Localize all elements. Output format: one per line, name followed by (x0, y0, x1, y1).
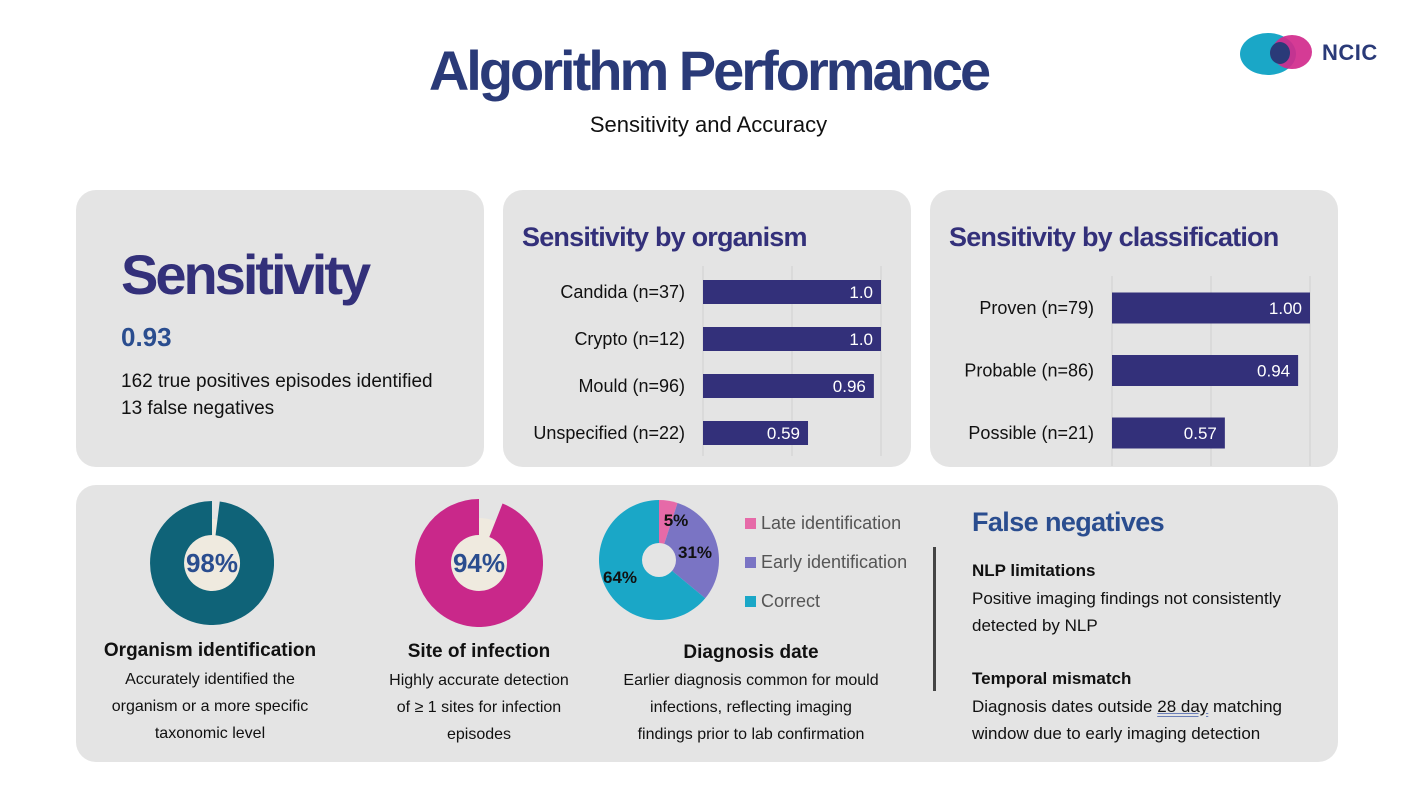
true-positives-text: 162 true positives episodes identified (121, 371, 433, 392)
organism-bar-chart: Candida (n=37) 1.0 Crypto (n=12) 1.0 Mould (… (533, 266, 882, 456)
bar (703, 280, 881, 304)
bar-value-label: 0.59 (767, 424, 800, 443)
temporal-mismatch-title: Temporal mismatch (972, 669, 1132, 688)
sensitivity-by-classification-card: Sensitivity by classification Proven (n=… (930, 190, 1338, 467)
bar-category-label: Probable (n=86) (964, 361, 1094, 381)
bar-category-label: Unspecified (n=22) (533, 423, 685, 443)
logo-text: NCIC (1322, 40, 1378, 65)
pie-label-early: 31% (678, 543, 712, 562)
sensitivity-value: 0.93 (121, 322, 172, 352)
bar (703, 327, 881, 351)
diagnosis-date-title: Diagnosis date (683, 642, 819, 663)
organism-identification-title: Organism identification (103, 640, 317, 661)
pie-label-late: 5% (664, 511, 689, 530)
bar (703, 374, 874, 398)
diagnosis-date-pie: 5% 31% 64% (599, 500, 719, 620)
diagnosis-date-desc: Earlier diagnosis common for mould infec… (623, 672, 879, 743)
site-of-infection-percent: 94% (453, 548, 505, 578)
classification-bar-chart: Proven (n=79) 1.00 Probable (n=86) 0.94 Poss… (964, 276, 1311, 466)
legend-late-identification: Late identification (745, 513, 901, 534)
nlp-limitations-title: NLP limitations (972, 561, 1096, 580)
donut-arc (150, 501, 274, 625)
28-day-link[interactable]: 28 day (1157, 697, 1209, 716)
organism-identification-desc: Accurately identified the organism or a … (111, 671, 309, 742)
sensitivity-card: Sensitivity 0.93 162 true positives epis… (76, 190, 484, 467)
pie-slice (659, 502, 719, 599)
bar-value-label: 1.0 (849, 330, 873, 349)
nlp-limitations-text: Positive imaging findings not consistent… (972, 589, 1281, 635)
bar-category-label: Candida (n=37) (560, 282, 685, 302)
logo-mark-icon (1240, 33, 1312, 75)
section-divider (933, 547, 936, 691)
bar-category-label: Possible (n=21) (968, 423, 1094, 443)
legend-early-identification: Early identification (745, 552, 907, 573)
ncic-logo: NCIC (1238, 30, 1388, 78)
accuracy-card: 98% Organism identification Accurately i… (76, 485, 1338, 762)
classification-chart-title: Sensitivity by classification (949, 222, 1279, 252)
site-of-infection-donut: 94% (415, 499, 543, 627)
organism-identification-donut: 98% (150, 501, 274, 625)
bar-category-label: Crypto (n=12) (574, 329, 685, 349)
bar (1112, 355, 1299, 386)
sensitivity-heading: Sensitivity (121, 243, 371, 306)
legend-swatch (745, 595, 756, 607)
bar-category-label: Proven (n=79) (979, 298, 1094, 318)
organism-chart-title: Sensitivity by organism (522, 222, 808, 252)
donut-arc (415, 499, 543, 627)
pie-label-correct: 64% (603, 568, 637, 587)
false-negatives-count-text: 13 false negatives (121, 398, 275, 419)
pie-hole (642, 543, 676, 577)
bar-value-label: 0.94 (1257, 362, 1290, 381)
page-subtitle: Sensitivity and Accuracy (589, 112, 828, 137)
bar-value-label: 1.0 (849, 283, 873, 302)
false-negatives-heading: False negatives (972, 507, 1165, 537)
sensitivity-by-organism-card: Sensitivity by organism Candida (n=37) 1.… (503, 190, 911, 467)
bar (1112, 292, 1310, 324)
bar-category-label: Mould (n=96) (578, 376, 685, 396)
site-of-infection-title: Site of infection (407, 641, 551, 662)
legend-swatch (745, 556, 756, 568)
bar (703, 421, 809, 445)
temporal-mismatch-text: Diagnosis dates outside 28 day matching … (972, 697, 1282, 743)
bar (1112, 417, 1225, 449)
bar-value-label: 0.57 (1184, 424, 1217, 443)
page-title: Algorithm Performance (428, 39, 991, 102)
bar-value-label: 1.00 (1269, 299, 1302, 318)
bar-value-label: 0.96 (833, 377, 866, 396)
legend-correct: Correct (745, 591, 820, 612)
site-of-infection-desc: Highly accurate detection of ≥ 1 sites f… (389, 672, 569, 743)
legend-swatch (745, 517, 756, 529)
organism-identification-percent: 98% (186, 548, 238, 578)
